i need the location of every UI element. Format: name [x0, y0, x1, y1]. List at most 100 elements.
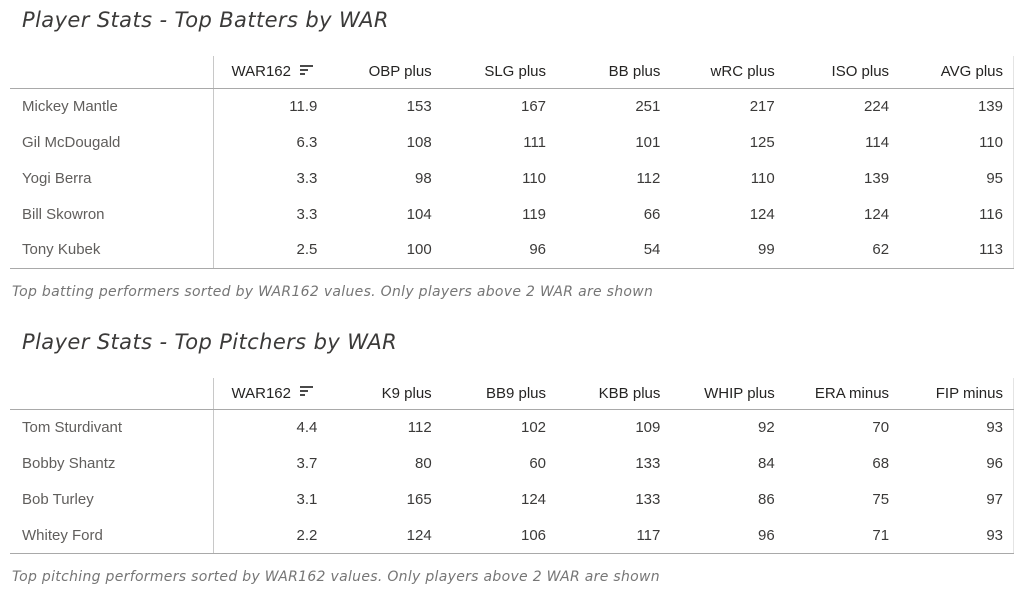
value-cell: 113 [899, 232, 1015, 269]
column-header-bb-plus[interactable]: BB plus [556, 56, 671, 89]
player-name-cell: Bob Turley [10, 481, 214, 518]
value-cell: 70 [872, 419, 890, 437]
value-cell: 86 [758, 491, 775, 508]
table-row[interactable]: Tony Kubek 2.5 100 96 54 99 62 113 [10, 232, 1015, 269]
value-cell: 4.4 [296, 419, 318, 437]
value-cell: 97 [899, 481, 1015, 518]
value-cell: 80 [415, 455, 432, 472]
value-cell: 109 [635, 419, 661, 437]
column-header-obp-plus[interactable]: OBP plus [327, 56, 442, 89]
column-header-label: BB plus [608, 63, 661, 81]
player-name-cell: Mickey Mantle [10, 88, 214, 124]
column-header-kbb-plus[interactable]: KBB plus [556, 377, 671, 410]
value-cell: 100 [327, 232, 442, 269]
value-cell: 96 [899, 445, 1015, 482]
player-name-cell: Yogi Berra [10, 160, 214, 196]
player-name-cell: Tom Sturdivant [10, 409, 214, 446]
value-cell: 2.2 [213, 517, 328, 554]
table-row[interactable]: Bill Skowron 3.3 104 119 66 124 124 116 [10, 196, 1015, 232]
table-row[interactable]: Gil McDougald 6.3 108 111 101 125 114 110 [10, 124, 1015, 160]
value-cell: 98 [415, 169, 432, 187]
column-header-k9-plus[interactable]: K9 plus [327, 377, 442, 410]
table-row[interactable]: Tom Sturdivant 4.4 112 102 109 92 70 93 [10, 409, 1015, 446]
value-cell: 93 [899, 409, 1015, 446]
value-cell: 117 [556, 517, 671, 554]
table-row[interactable]: Yogi Berra 3.3 98 110 112 110 139 95 [10, 160, 1015, 196]
value-cell: 75 [872, 491, 890, 508]
value-cell: 102 [521, 419, 547, 437]
column-header-label: WAR162 [231, 384, 291, 402]
value-cell: 3.3 [296, 205, 318, 223]
batters-visual-title: Player Stats - Top Batters by WAR [22, 8, 389, 32]
row-header-corner [10, 377, 214, 410]
pitchers-visual-caption: Top pitching performers sorted by WAR162… [12, 569, 660, 585]
column-header-label: ERA minus [814, 384, 890, 402]
table-row[interactable]: Whitey Ford 2.2 124 106 117 96 71 93 [10, 517, 1015, 554]
column-header-era-minus[interactable]: ERA minus [784, 377, 900, 410]
value-cell: 167 [521, 97, 547, 115]
column-header-whip-plus[interactable]: WHIP plus [670, 377, 785, 410]
column-header-fip-minus[interactable]: FIP minus [899, 377, 1015, 410]
column-header-wrc-plus[interactable]: wRC plus [670, 56, 785, 89]
column-header-avg-plus[interactable]: AVG plus [899, 56, 1015, 89]
column-header-slg-plus[interactable]: SLG plus [441, 56, 557, 89]
value-cell: 96 [670, 517, 785, 554]
value-cell: 124 [749, 205, 775, 223]
value-cell: 62 [784, 232, 900, 269]
pitchers-table: WAR162 K9 plus BB9 plus KBB plus WHIP plus ER… [10, 377, 1015, 554]
value-cell: 124 [521, 491, 547, 508]
value-cell: 95 [899, 160, 1015, 196]
batters-table-visual: Player Stats - Top Batters by WAR WAR162… [10, 8, 1015, 300]
sort-descending-icon[interactable] [299, 64, 313, 77]
value-cell: 92 [758, 419, 775, 437]
column-header-label: BB9 plus [485, 384, 547, 402]
value-cell: 139 [864, 169, 890, 187]
value-cell: 125 [749, 133, 775, 151]
value-cell: 54 [556, 232, 671, 269]
player-name-cell: Bill Skowron [10, 196, 214, 232]
value-cell: 2.5 [213, 232, 328, 269]
player-name-cell: Gil McDougald [10, 124, 214, 160]
column-header-label: K9 plus [381, 384, 432, 402]
value-cell: 110 [750, 169, 775, 187]
column-header-label: SLG plus [484, 63, 547, 81]
value-cell: 3.7 [296, 455, 318, 472]
column-header-bb9-plus[interactable]: BB9 plus [441, 377, 557, 410]
pitchers-table-visual: Player Stats - Top Pitchers by WAR WAR16… [0, 328, 1024, 585]
column-header-war162[interactable]: WAR162 [213, 56, 328, 89]
value-cell: 68 [872, 455, 890, 472]
value-cell: 119 [522, 205, 547, 223]
batters-visual-caption: Top batting performers sorted by WAR162 … [12, 283, 654, 300]
value-cell: 111 [523, 133, 547, 151]
column-header-war162[interactable]: WAR162 [213, 377, 328, 410]
table-row[interactable]: Mickey Mantle 11.9 153 167 251 217 224 139 [10, 88, 1015, 124]
pitchers-visual-title: Player Stats - Top Pitchers by WAR [22, 329, 398, 354]
value-cell: 71 [784, 517, 900, 554]
sort-descending-icon[interactable] [299, 386, 313, 398]
value-cell: 3.1 [296, 491, 318, 508]
column-header-label: WAR162 [231, 63, 291, 81]
column-header-label: AVG plus [940, 63, 1003, 81]
table-row[interactable]: Bobby Shantz 3.7 80 60 133 84 68 96 [10, 445, 1015, 482]
column-header-label: FIP minus [935, 384, 1003, 402]
value-cell: 101 [635, 133, 661, 151]
value-cell: 60 [529, 455, 547, 472]
value-cell: 139 [899, 88, 1015, 124]
value-cell: 108 [406, 133, 432, 151]
column-header-label: OBP plus [368, 63, 432, 81]
column-header-iso-plus[interactable]: ISO plus [784, 56, 900, 89]
value-cell: 217 [749, 97, 775, 115]
table-row[interactable]: Bob Turley 3.1 165 124 133 86 75 97 [10, 481, 1015, 518]
value-cell: 11.9 [289, 97, 318, 115]
value-cell: 84 [758, 455, 775, 472]
value-cell: 116 [899, 196, 1015, 232]
player-name-cell: Tony Kubek [10, 232, 214, 269]
value-cell: 99 [670, 232, 785, 269]
value-cell: 3.3 [296, 169, 318, 187]
value-cell: 133 [635, 491, 661, 508]
value-cell: 124 [864, 205, 890, 223]
value-cell: 66 [643, 205, 661, 223]
player-name-cell: Bobby Shantz [10, 445, 214, 482]
player-name-cell: Whitey Ford [10, 517, 214, 554]
